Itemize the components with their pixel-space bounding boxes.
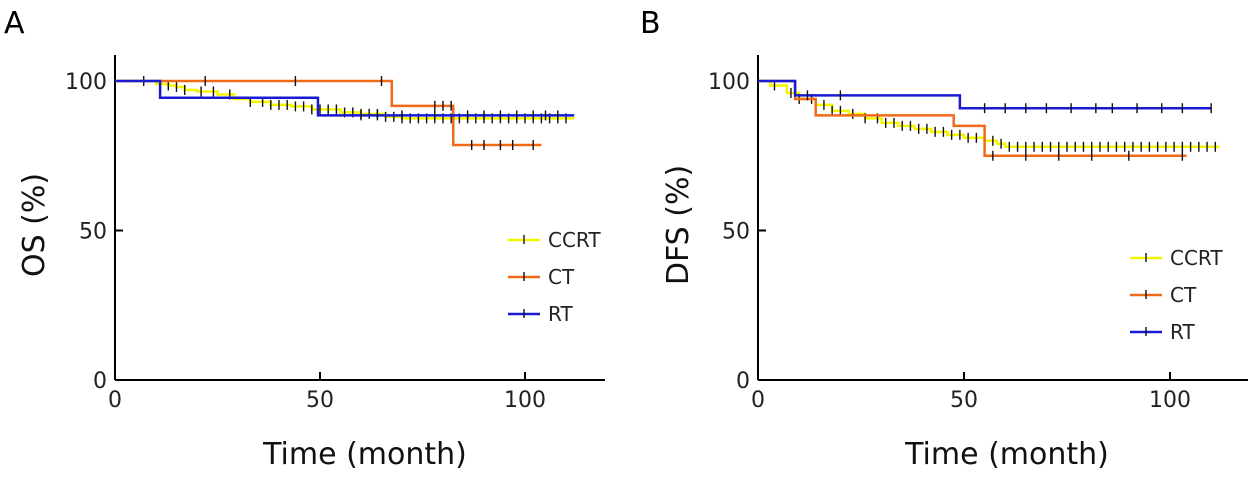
panel-a-xtick-label: 100 — [504, 388, 546, 413]
panel-a-xtick-label: 50 — [306, 388, 334, 413]
panel-b-xtick-label: 50 — [950, 388, 978, 413]
panel-b-ytick-label: 100 — [708, 70, 750, 95]
panel-a-letter: A — [4, 6, 25, 41]
panel-a-ytick-label: 100 — [65, 70, 107, 95]
panel-a-legend-ccrt-label: CCRT — [548, 228, 601, 252]
panel-b-legend-ct-label: CT — [1170, 283, 1197, 307]
panel-b: B DFS (%) Time (month) 0 50 100 0 50 100 CCRT C… — [640, 6, 1248, 472]
panel-a-legend-ct-label: CT — [548, 265, 575, 289]
panel-a-ylabel: OS (%) — [17, 173, 52, 277]
panel-b-ct-curve — [758, 79, 1187, 157]
panel-b-ccrt-curve — [758, 79, 1220, 149]
panel-b-xtick-label: 0 — [751, 388, 765, 413]
panel-b-ylabel: DFS (%) — [661, 165, 696, 285]
panel-b-ytick-label: 0 — [736, 369, 750, 394]
panel-b-xlabel: Time (month) — [904, 437, 1109, 472]
panel-a-ytick-label: 0 — [93, 369, 107, 394]
panel-b-xtick-label: 100 — [1149, 388, 1191, 413]
panel-a-ct-curve — [115, 79, 542, 147]
panel-b-ytick-label: 50 — [722, 220, 750, 245]
panel-a: A OS (%) Time (month) 0 50 100 0 50 100 CCRT CT… — [4, 6, 605, 472]
panel-b-legend-rt-label: RT — [1170, 320, 1195, 344]
panel-a-xlabel: Time (month) — [262, 437, 467, 472]
panel-a-legend-rt-label: RT — [548, 302, 573, 326]
panel-b-rt-curve — [758, 79, 1212, 110]
panel-a-ytick-label: 50 — [79, 220, 107, 245]
panel-b-letter: B — [640, 6, 661, 41]
panel-b-legend-ccrt-label: CCRT — [1170, 246, 1223, 270]
panel-a-xtick-label: 0 — [108, 388, 122, 413]
